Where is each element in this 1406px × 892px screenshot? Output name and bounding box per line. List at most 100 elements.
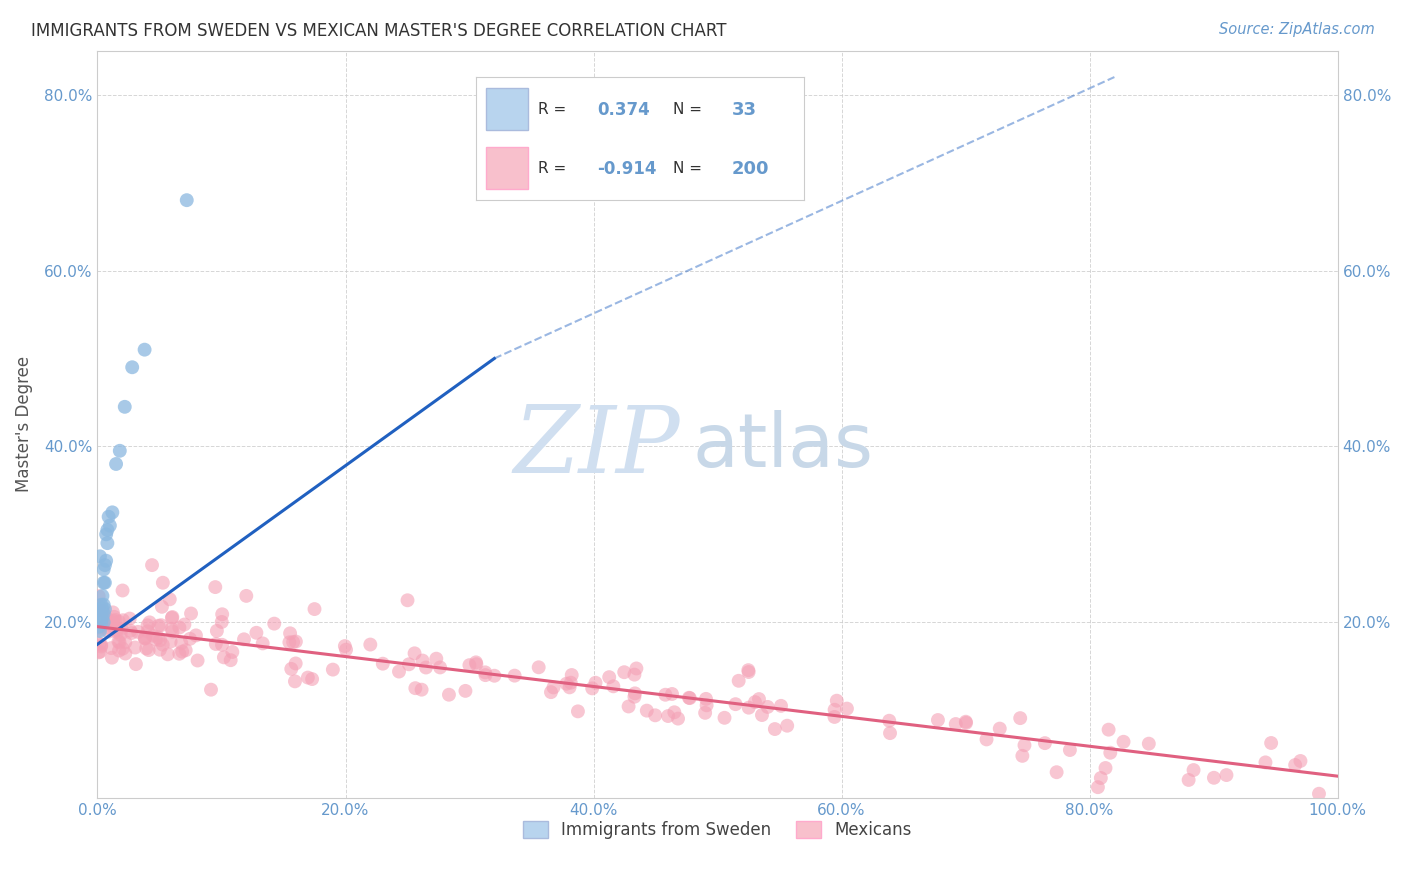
Point [89, 636, 111, 650]
Point [1033, 736, 1056, 750]
Point [103, 614, 125, 628]
Point [121, 360, 143, 375]
Point [105, 624, 128, 639]
Point [219, 653, 242, 667]
Point [657, 709, 679, 723]
Point [333, 639, 356, 653]
Point [776, 719, 799, 733]
Point [598, 670, 620, 684]
Point [150, 599, 173, 614]
Point [425, 651, 447, 665]
Point [284, 657, 307, 671]
Point [221, 645, 243, 659]
Point [617, 699, 640, 714]
Point [281, 635, 304, 649]
Point [560, 675, 582, 690]
Point [503, 668, 526, 682]
Point [678, 690, 700, 705]
Point [179, 632, 201, 646]
Point [108, 615, 131, 629]
Point [465, 657, 488, 672]
Point [101, 505, 124, 519]
Point [284, 674, 307, 689]
Point [371, 657, 394, 671]
Point [169, 647, 191, 661]
Text: IMMIGRANTS FROM SWEDEN VS MEXICAN MASTER'S DEGREE CORRELATION CHART: IMMIGRANTS FROM SWEDEN VS MEXICAN MASTER… [31, 22, 727, 40]
Point [101, 606, 124, 620]
Point [184, 628, 207, 642]
Point [174, 643, 197, 657]
Point [172, 645, 194, 659]
Point [540, 685, 562, 699]
Point [1254, 756, 1277, 770]
Point [211, 607, 233, 622]
Point [824, 710, 846, 724]
Point [1137, 737, 1160, 751]
Point [1094, 761, 1116, 775]
Point [149, 642, 172, 657]
Point [93, 615, 115, 630]
Point [474, 665, 496, 680]
Point [1046, 765, 1069, 780]
Point [278, 626, 301, 640]
Point [412, 654, 434, 668]
Point [737, 665, 759, 679]
Point [561, 668, 583, 682]
Point [696, 698, 718, 713]
Point [90, 607, 112, 621]
Point [1182, 763, 1205, 777]
Point [91, 611, 114, 625]
Point [135, 641, 157, 656]
Point [245, 625, 267, 640]
Point [661, 687, 683, 701]
Point [1011, 748, 1033, 763]
Point [543, 681, 565, 695]
Point [97, 509, 120, 524]
Point [284, 634, 307, 648]
Point [835, 701, 858, 715]
Point [121, 626, 143, 640]
Point [738, 700, 761, 714]
Point [110, 628, 132, 642]
Text: atlas: atlas [693, 410, 873, 483]
Point [301, 672, 323, 686]
Point [235, 589, 257, 603]
Point [124, 640, 146, 655]
Point [104, 613, 127, 627]
Point [411, 682, 433, 697]
Point [118, 611, 141, 625]
Point [955, 714, 977, 729]
Point [769, 698, 792, 713]
Point [297, 671, 319, 685]
Point [398, 657, 420, 672]
Point [727, 673, 749, 688]
Point [105, 623, 128, 637]
Point [93, 575, 115, 590]
Point [825, 694, 848, 708]
Point [1099, 746, 1122, 760]
Point [91, 604, 114, 618]
Point [555, 677, 578, 691]
Point [1112, 735, 1135, 749]
Point [159, 592, 181, 607]
Point [87, 621, 110, 635]
Point [111, 613, 134, 627]
Point [613, 665, 636, 680]
Point [111, 622, 134, 636]
Point [152, 575, 174, 590]
Point [212, 650, 235, 665]
Point [636, 704, 658, 718]
Point [756, 700, 779, 714]
Point [945, 717, 967, 731]
Point [744, 695, 766, 709]
Point [927, 713, 949, 727]
Point [679, 691, 702, 706]
Point [1059, 743, 1081, 757]
Point [134, 631, 156, 645]
Point [654, 688, 676, 702]
Point [713, 711, 735, 725]
Point [90, 640, 112, 654]
Point [87, 645, 110, 659]
Point [955, 715, 977, 730]
Point [585, 675, 607, 690]
